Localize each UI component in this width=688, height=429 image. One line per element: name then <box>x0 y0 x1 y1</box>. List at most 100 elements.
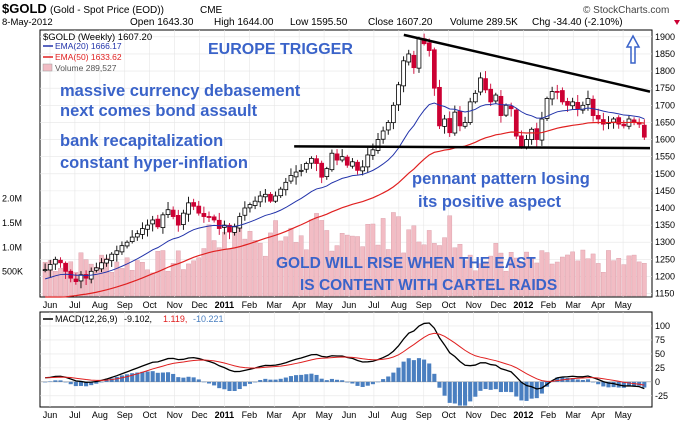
macd-histogram-bar <box>140 371 145 382</box>
candle-body <box>109 253 115 262</box>
volume-bar <box>42 261 48 297</box>
volume-bar <box>385 249 391 297</box>
macd-histogram-bar <box>130 373 135 382</box>
macd-histogram-bar <box>596 381 601 385</box>
candle-body <box>288 175 294 182</box>
macd-tick-label: 50 <box>655 349 665 359</box>
candle-body <box>391 104 396 124</box>
volume-bar <box>160 250 166 297</box>
volume-bar <box>626 255 632 297</box>
volume-bar <box>616 258 622 297</box>
macd-panel <box>39 311 653 408</box>
price-tick-label: 1400 <box>655 203 675 213</box>
date-tick-label: Feb <box>242 300 258 310</box>
macd-histogram-bar <box>565 377 570 382</box>
annotation-line2: next comes bond assault <box>60 102 258 120</box>
signal-line <box>45 332 645 386</box>
volume-bar <box>288 227 294 297</box>
macd-histogram-bar <box>381 379 386 382</box>
macd-histogram-bar <box>109 378 114 382</box>
candle-body <box>63 262 68 272</box>
candle-body <box>314 158 319 164</box>
macd-histogram-bar <box>278 378 283 382</box>
candle-body <box>201 213 207 217</box>
candle-body <box>493 94 499 102</box>
macd-legend-v3: -10.221 <box>193 314 224 324</box>
candle-body <box>365 154 371 168</box>
volume-bar <box>411 225 417 297</box>
macd-histogram-bar <box>493 381 498 390</box>
macd-histogram-bar <box>334 379 340 382</box>
macd-histogram-bar <box>580 380 585 382</box>
open-label: Open 1643.30 <box>130 17 194 28</box>
price-tick-label: 1800 <box>655 66 675 76</box>
candle-body <box>519 135 524 147</box>
candle-body <box>278 188 284 197</box>
up-arrow-icon <box>625 34 641 64</box>
volume-bar <box>508 252 514 297</box>
macd-histogram-bar <box>217 381 222 389</box>
date-tick-label: May <box>316 300 334 310</box>
macd-histogram-bar <box>84 381 89 387</box>
macd-histogram-bar <box>145 371 150 382</box>
candle-body <box>641 124 647 138</box>
price-tick-label: 1150 <box>655 289 674 299</box>
volume-bar <box>529 257 534 297</box>
candle-body <box>257 195 263 203</box>
macd-histogram-bar <box>73 381 78 387</box>
candle-body <box>268 193 273 202</box>
volume-bar <box>227 248 232 297</box>
volume-bar <box>488 255 494 297</box>
volume-bar <box>211 240 217 297</box>
volume-bar <box>391 212 396 297</box>
candle-body <box>124 241 130 247</box>
candle-body <box>560 90 565 103</box>
volume-tick-label: 1.0M <box>2 242 22 252</box>
candle-body <box>457 110 463 127</box>
candle-body <box>344 156 350 166</box>
candle-body <box>58 259 63 264</box>
candle-body <box>524 139 529 148</box>
price-tick-label: 1750 <box>655 83 675 93</box>
macd-histogram-bar <box>447 381 452 403</box>
volume-bar <box>191 260 196 297</box>
candle-body <box>503 104 509 116</box>
candle-body <box>350 161 355 167</box>
volume-bar <box>580 249 586 297</box>
macd-histogram-bar <box>165 372 171 382</box>
candle-body <box>237 216 243 229</box>
candle-body <box>488 88 494 103</box>
candle-body <box>472 92 478 103</box>
volume-bar <box>355 236 360 297</box>
volume-bar <box>416 241 422 297</box>
macd-histogram-bar <box>432 373 437 382</box>
macd-date-tick-label: Apr <box>292 410 306 420</box>
macd-histogram-bar <box>329 378 334 382</box>
macd-histogram-bar <box>201 381 206 383</box>
macd-legend-label: MACD(12,26,9) <box>55 314 118 324</box>
macd-histogram-bar <box>242 381 247 387</box>
date-tick-label: Mar <box>566 300 582 310</box>
macd-histogram-bar <box>473 381 478 397</box>
macd-histogram-bar <box>503 381 509 392</box>
price-tick-label: 1900 <box>655 32 675 42</box>
candle-body <box>355 161 360 171</box>
candle-body <box>467 101 473 123</box>
macd-date-tick-label: Oct <box>143 410 158 420</box>
macd-histogram-bar <box>534 381 539 399</box>
volume-bar <box>350 235 355 297</box>
candle-body <box>621 123 627 127</box>
macd-date-tick-label: Oct <box>442 410 457 420</box>
volume-bar <box>339 233 345 297</box>
candle-body <box>360 166 365 172</box>
macd-histogram-bar <box>483 381 488 390</box>
volume-bar <box>544 252 550 297</box>
volume-bar <box>513 257 519 297</box>
date-tick-label: Jun <box>43 300 58 310</box>
candle-body <box>93 267 99 271</box>
candle-body <box>437 86 442 127</box>
price-tick-label: 1300 <box>655 237 675 247</box>
macd-histogram-bar <box>463 381 468 406</box>
volume-bar <box>319 220 325 297</box>
date-tick-label: Aug <box>391 300 407 310</box>
